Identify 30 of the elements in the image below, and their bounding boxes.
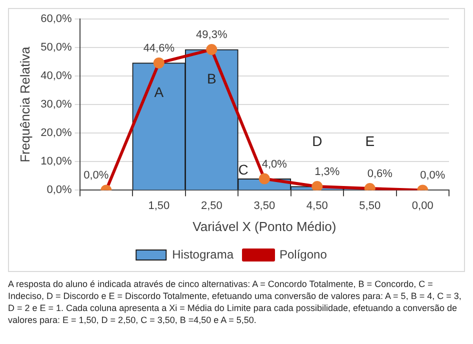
annotation: D xyxy=(312,133,322,150)
x-tick-label: 4,50 xyxy=(306,200,328,212)
y-tick-label: 0,0% xyxy=(46,184,72,196)
x-tick-label: 1,50 xyxy=(148,200,170,212)
y-axis-title: Frequência Relativa xyxy=(17,46,32,162)
legend-label: Polígono xyxy=(279,247,328,262)
y-tick-label: 10,0% xyxy=(40,156,72,168)
x-tick-label: 0,00 xyxy=(412,200,434,212)
x-axis-title: Variável X (Ponto Médio) xyxy=(192,218,336,234)
data-label: 44,6% xyxy=(143,42,175,54)
data-label: 0,6% xyxy=(367,168,393,180)
annotation: B xyxy=(206,70,216,86)
data-label: 0,0% xyxy=(84,170,109,182)
annotation: A xyxy=(154,84,164,100)
x-tick-label: 5,50 xyxy=(359,200,381,212)
annotation: E xyxy=(365,133,375,150)
data-label: 49,3% xyxy=(196,29,228,42)
y-tick-label: 30,0% xyxy=(40,98,72,111)
x-tick-label: 2,50 xyxy=(200,200,222,212)
y-tick-label: 50,0% xyxy=(40,42,72,54)
data-label: 1,3% xyxy=(314,166,340,178)
legend-label: Histograma xyxy=(172,247,234,262)
y-tick-label: 20,0% xyxy=(40,127,72,140)
y-tick-label: 40,0% xyxy=(40,70,72,82)
annotation: C xyxy=(238,162,248,178)
x-tick-label: 3,50 xyxy=(254,200,276,212)
data-label: 0,0% xyxy=(420,170,446,182)
text: A resposta do aluno é indicada através de cinco alternativas: A = Concordo Totalmente, B = Concordo, C = Indeciso, D = Discordo e E = Discordo Totalmente, efetuando uma conversão de valores para: A = 5, B = 4, C = 3, D = 2 e E = 1. Cada coluna apresenta a Xi = Média do Limite para cada possibilidade, efetuando a conversão de valores para: E = 1,50, D = 2,50, C = 3,50, B =4,50 e A = 5,50. xyxy=(8,278,462,326)
y-tick-label: 60,0% xyxy=(40,13,72,26)
data-label: 4,0% xyxy=(262,158,288,170)
